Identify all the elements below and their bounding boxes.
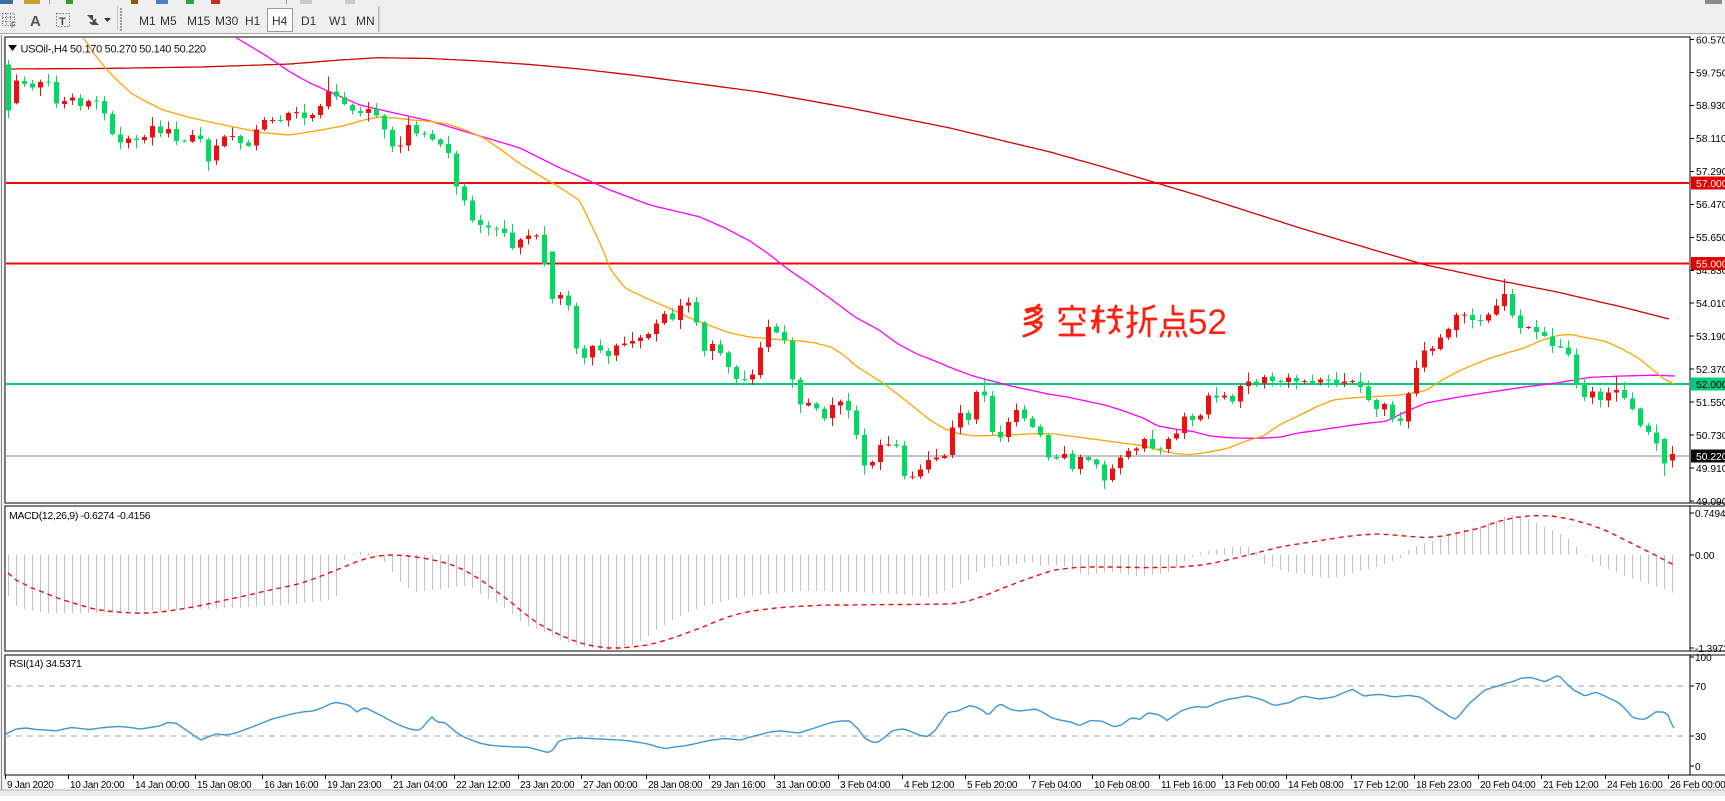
svg-text:24 Feb 16:00: 24 Feb 16:00 [1607,780,1663,791]
svg-text:52: 52 [1188,303,1227,342]
svg-text:4 Feb 12:00: 4 Feb 12:00 [904,780,955,791]
svg-text:51.550: 51.550 [1696,398,1725,409]
svg-text:17 Feb 12:00: 17 Feb 12:00 [1353,780,1409,791]
svg-text:0.00: 0.00 [1695,551,1715,562]
svg-text:29 Jan 16:00: 29 Jan 16:00 [711,780,766,791]
svg-text:59.750: 59.750 [1696,68,1725,79]
svg-text:14 Jan 00:00: 14 Jan 00:00 [135,780,190,791]
svg-text:M30: M30 [215,14,239,28]
svg-text:T: T [59,16,66,28]
svg-text:54.010: 54.010 [1696,299,1725,310]
svg-text:100: 100 [1695,653,1712,664]
svg-text:50.730: 50.730 [1696,431,1725,442]
svg-text:14 Feb 08:00: 14 Feb 08:00 [1288,780,1344,791]
svg-text:10 Jan 20:00: 10 Jan 20:00 [70,780,125,791]
svg-text:60.570: 60.570 [1696,35,1725,46]
svg-text:58.110: 58.110 [1696,134,1725,145]
svg-text:57.290: 57.290 [1696,167,1725,178]
svg-text:28 Jan 08:00: 28 Jan 08:00 [648,780,703,791]
svg-text:MN: MN [356,14,375,28]
svg-text:0: 0 [1695,762,1701,773]
svg-text:W1: W1 [329,14,347,28]
svg-text:H4: H4 [272,14,288,28]
svg-text:57.000: 57.000 [1696,179,1725,190]
svg-text:5 Feb 20:00: 5 Feb 20:00 [967,780,1018,791]
svg-text:M1: M1 [139,14,156,28]
svg-text:M15: M15 [187,14,211,28]
svg-text:26 Feb 00:00: 26 Feb 00:00 [1670,780,1725,791]
svg-text:H1: H1 [245,14,261,28]
svg-text:70: 70 [1695,682,1707,693]
svg-text:49.910: 49.910 [1696,464,1725,475]
svg-text:10 Feb 08:00: 10 Feb 08:00 [1094,780,1150,791]
svg-text:50.220: 50.220 [1696,452,1725,463]
svg-text:A: A [30,13,41,30]
svg-text:58.930: 58.930 [1696,101,1725,112]
svg-text:7 Feb 04:00: 7 Feb 04:00 [1031,780,1082,791]
svg-text:9 Jan 2020: 9 Jan 2020 [7,780,54,791]
svg-text:53.190: 53.190 [1696,332,1725,343]
svg-text:16 Jan 16:00: 16 Jan 16:00 [264,780,319,791]
svg-text:23 Jan 20:00: 23 Jan 20:00 [520,780,575,791]
svg-text:MACD(12,26,9) -0.6274 -0.4156: MACD(12,26,9) -0.6274 -0.4156 [9,510,151,522]
svg-text:0.7494: 0.7494 [1695,509,1725,520]
svg-text:USOil-,H4 50.170 50.270 50.14: USOil-,H4 50.170 50.270 50.140 50.220 [21,44,206,56]
svg-text:55.650: 55.650 [1696,233,1725,244]
svg-text:F: F [11,21,16,30]
svg-text:21 Jan 04:00: 21 Jan 04:00 [393,780,448,791]
svg-text:3 Feb 04:00: 3 Feb 04:00 [840,780,891,791]
svg-text:11 Feb 16:00: 11 Feb 16:00 [1161,780,1216,791]
svg-text:27 Jan 00:00: 27 Jan 00:00 [583,780,638,791]
svg-text:31 Jan 00:00: 31 Jan 00:00 [776,780,831,791]
svg-text:13 Feb 00:00: 13 Feb 00:00 [1224,780,1280,791]
svg-text:30: 30 [1695,732,1707,743]
svg-text:49.090: 49.090 [1696,497,1725,508]
svg-text:-1.3973: -1.3973 [1695,644,1725,655]
svg-text:22 Jan 12:00: 22 Jan 12:00 [456,780,511,791]
svg-text:RSI(14) 34.5371: RSI(14) 34.5371 [9,658,82,670]
svg-text:52.370: 52.370 [1696,365,1725,376]
svg-text:21 Feb 12:00: 21 Feb 12:00 [1543,780,1599,791]
svg-text:54.830: 54.830 [1696,266,1725,277]
svg-text:D1: D1 [301,14,317,28]
svg-text:15 Jan 08:00: 15 Jan 08:00 [197,780,252,791]
svg-text:52.000: 52.000 [1696,380,1725,391]
svg-text:55.000: 55.000 [1696,259,1725,270]
svg-text:M5: M5 [160,14,177,28]
svg-text:56.470: 56.470 [1696,200,1725,211]
svg-text:18 Feb 23:00: 18 Feb 23:00 [1416,780,1472,791]
svg-text:19 Jan 23:00: 19 Jan 23:00 [327,780,382,791]
svg-text:20 Feb 04:00: 20 Feb 04:00 [1480,780,1536,791]
